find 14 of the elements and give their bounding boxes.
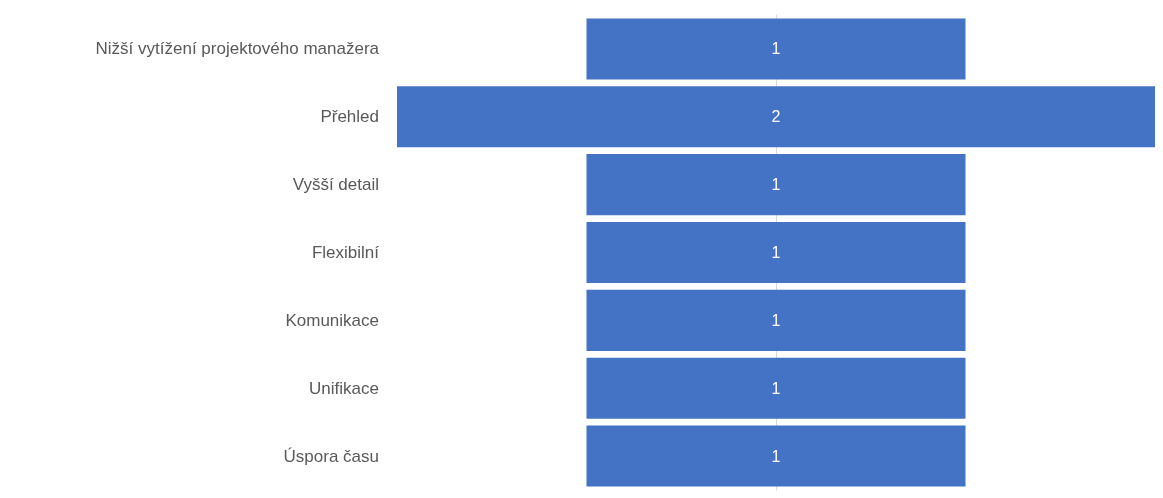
category-label: Komunikace (285, 310, 379, 330)
data-label: 1 (771, 447, 781, 465)
category-label: Nižší vytížení projektového manažera (95, 39, 380, 59)
data-label: 2 (771, 108, 781, 126)
category-label: Unifikace (309, 378, 379, 398)
category-label: Flexibilní (311, 243, 380, 262)
data-label: 1 (771, 176, 781, 194)
data-label: 1 (771, 244, 781, 261)
data-label: 1 (771, 379, 781, 397)
data-label: 1 (771, 40, 781, 58)
category-label: Vyšší detail (292, 175, 379, 195)
data-label: 1 (771, 311, 781, 329)
category-label: Úspora času (283, 446, 379, 466)
category-label: Přehled (320, 107, 379, 127)
